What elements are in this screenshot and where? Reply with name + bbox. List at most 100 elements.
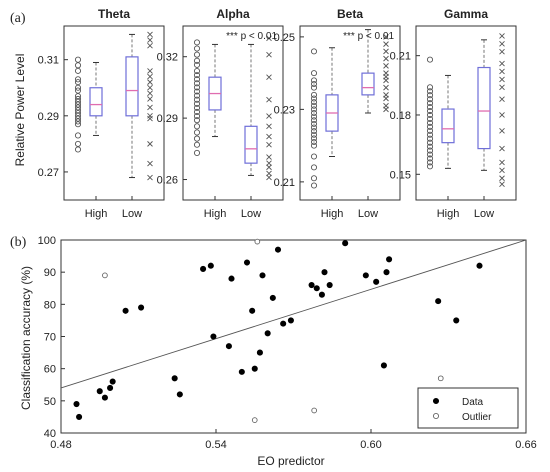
outlier-point: [437, 375, 444, 382]
data-point: [453, 317, 460, 324]
data-point: [200, 265, 207, 273]
data-point: [318, 291, 325, 298]
outlier-point: [102, 272, 108, 279]
data-point: [321, 269, 328, 276]
low-point: [383, 84, 389, 91]
low-point: [499, 127, 505, 134]
low-point: [266, 123, 272, 130]
data-point: [280, 320, 287, 327]
xtick-label-high: High: [321, 208, 344, 220]
box-low: [361, 72, 375, 96]
legend-label-data: Data: [462, 397, 484, 408]
data-point: [176, 391, 183, 398]
box-high: [89, 87, 103, 117]
low-point: [147, 68, 153, 74]
low-point: [266, 96, 272, 103]
low-point: [266, 174, 272, 181]
high-point: [310, 135, 318, 142]
high-point: [310, 113, 318, 120]
data-point: [269, 294, 276, 301]
high-point: [193, 141, 201, 148]
boxplot-panel-gamma: Gamma 0.15 0.18 0.21 High Low: [390, 7, 517, 220]
panel-title: Theta: [98, 7, 130, 21]
outlier-point: [251, 417, 258, 423]
boxplot-panel-beta: Beta 0.21 0.23 0.25 High Low *** p < 0.01: [274, 7, 401, 220]
low-point: [147, 42, 153, 49]
high-point: [193, 108, 201, 116]
high-point: [193, 57, 201, 64]
ytick-label: 0.21: [274, 177, 295, 189]
panel-label-b: (b): [10, 235, 27, 250]
low-point: [147, 160, 153, 167]
ytick-label: 50: [44, 396, 56, 408]
high-point: [310, 99, 318, 106]
high-point: [193, 80, 201, 87]
low-point: [499, 181, 505, 188]
high-point: [193, 117, 201, 124]
high-point: [426, 107, 434, 115]
boxplot-panel-alpha: Alpha 0.26 0.29 0.32 High Low *** p < 0.01: [157, 7, 284, 220]
high-point: [310, 182, 318, 189]
low-point: [499, 40, 505, 47]
high-point: [193, 104, 201, 111]
high-point: [74, 76, 82, 83]
xtick-label: 0.66: [515, 439, 536, 451]
low-point: [383, 63, 389, 69]
ytick-label: 40: [44, 428, 56, 440]
high-point: [310, 128, 318, 135]
low-point: [383, 34, 389, 40]
low-point: [383, 77, 389, 84]
low-point: [147, 31, 153, 38]
low-point: [147, 112, 153, 119]
high-point: [193, 76, 201, 83]
high-point: [310, 80, 318, 88]
low-point: [499, 159, 505, 166]
low-point: [383, 41, 389, 47]
xtick-label-low: Low: [474, 208, 494, 220]
high-point: [74, 56, 82, 63]
data-point: [264, 330, 271, 337]
high-point: [310, 77, 318, 84]
xtick-label: 0.48: [50, 439, 71, 451]
high-point: [193, 67, 201, 75]
data-point: [210, 333, 217, 340]
high-point: [193, 61, 201, 68]
ytick-label: 100: [38, 235, 56, 247]
panel-a-ylabel: Relative Power Level: [13, 54, 27, 167]
data-point: [342, 240, 349, 247]
data-point: [138, 304, 145, 311]
high-point: [426, 84, 434, 91]
high-point: [426, 143, 434, 150]
low-point: [266, 113, 272, 119]
low-point: [147, 115, 153, 122]
box-low: [244, 125, 258, 164]
ytick-label: 0.23: [274, 104, 295, 116]
legend-marker-data: [432, 397, 440, 405]
legend-label-outlier: Outlier: [462, 412, 492, 423]
low-point: [383, 55, 389, 62]
high-point: [426, 88, 434, 95]
panel-title: Gamma: [444, 7, 488, 21]
data-point: [476, 262, 483, 269]
high-point: [426, 151, 434, 158]
high-point: [426, 135, 434, 142]
low-point: [499, 145, 505, 152]
low-point: [266, 160, 272, 166]
low-point: [499, 76, 505, 83]
low-point: [147, 174, 153, 181]
high-point: [426, 139, 434, 146]
high-point: [426, 155, 434, 162]
plot-frame: [415, 25, 517, 201]
low-point: [147, 79, 153, 85]
data-point: [109, 378, 116, 385]
high-point: [310, 70, 318, 77]
high-point: [426, 104, 434, 111]
low-point: [266, 164, 272, 171]
low-point: [266, 154, 272, 160]
high-point: [426, 131, 434, 138]
high-point: [193, 92, 201, 99]
xtick-label-low: Low: [122, 208, 142, 220]
low-point: [499, 60, 505, 67]
high-point: [193, 72, 201, 79]
high-point: [426, 115, 434, 122]
